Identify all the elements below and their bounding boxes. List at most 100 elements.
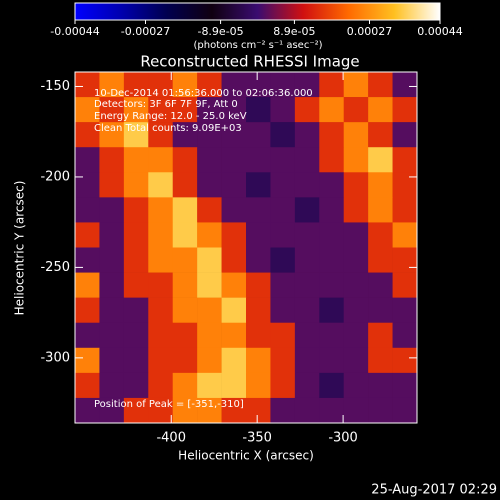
image-cell bbox=[392, 372, 418, 399]
image-cell bbox=[221, 197, 247, 223]
image-cell bbox=[99, 397, 125, 424]
image-cell bbox=[392, 322, 418, 349]
image-cell bbox=[99, 347, 125, 374]
image-cell bbox=[270, 222, 296, 248]
image-cell bbox=[172, 322, 198, 349]
plot-frame bbox=[74, 71, 418, 424]
chart-title: Reconstructed RHESSI Image bbox=[140, 53, 359, 71]
image-cell bbox=[246, 197, 271, 223]
image-cell bbox=[197, 122, 222, 148]
image-cell bbox=[123, 372, 149, 399]
image-cell bbox=[392, 147, 418, 173]
image-cell bbox=[343, 147, 369, 173]
image-cell bbox=[197, 247, 222, 273]
image-cell bbox=[148, 222, 174, 248]
image-cell bbox=[172, 347, 198, 374]
image-cell bbox=[294, 297, 320, 324]
image-cell bbox=[392, 172, 418, 198]
image-cell bbox=[246, 147, 271, 173]
image-cell bbox=[123, 347, 149, 374]
image-cell bbox=[294, 122, 320, 148]
image-cell bbox=[123, 197, 149, 223]
image-cell bbox=[221, 247, 247, 273]
image-cell bbox=[343, 272, 369, 298]
image-cell bbox=[197, 147, 222, 173]
image-cell bbox=[75, 97, 100, 123]
image-cell bbox=[368, 322, 393, 349]
y-tick-label: -250 bbox=[40, 260, 70, 275]
image-cell bbox=[319, 97, 345, 123]
image-cell bbox=[270, 372, 296, 399]
image-cell bbox=[221, 347, 247, 374]
image-cell bbox=[221, 372, 247, 399]
image-cell bbox=[221, 172, 247, 198]
image-cell bbox=[221, 397, 247, 424]
image-cell bbox=[270, 122, 296, 148]
colorbar-tick-label: 0.00044 bbox=[417, 25, 463, 38]
footer: 25-Aug-2017 02:29 bbox=[371, 483, 497, 498]
image-cell bbox=[319, 197, 345, 223]
image-cell bbox=[392, 297, 418, 324]
image-cell bbox=[343, 172, 369, 198]
image-cell bbox=[294, 347, 320, 374]
image-cell bbox=[294, 247, 320, 273]
image-cell bbox=[368, 72, 393, 98]
image-cell bbox=[172, 297, 198, 324]
image-cell bbox=[197, 397, 222, 424]
image-cell bbox=[123, 222, 149, 248]
image-cell bbox=[343, 397, 369, 424]
y-tick-label: -150 bbox=[40, 79, 70, 94]
image-cell bbox=[368, 197, 393, 223]
image-cell bbox=[392, 397, 418, 424]
image-cell bbox=[319, 147, 345, 173]
image-cell bbox=[172, 222, 198, 248]
image-cell bbox=[294, 222, 320, 248]
image-cell bbox=[221, 147, 247, 173]
image-cell bbox=[246, 222, 271, 248]
image-cell bbox=[148, 397, 174, 424]
image-cell bbox=[246, 172, 271, 198]
image-cell bbox=[123, 72, 149, 98]
colorbar-tick-label: 0.00027 bbox=[347, 25, 393, 38]
image-cell bbox=[221, 297, 247, 324]
image-cell bbox=[343, 197, 369, 223]
image-cell bbox=[319, 297, 345, 324]
image-cell bbox=[99, 322, 125, 349]
image-cell bbox=[75, 122, 100, 148]
image-cell bbox=[99, 372, 125, 399]
image-cell bbox=[270, 272, 296, 298]
image-cell bbox=[319, 122, 345, 148]
image-cell bbox=[294, 72, 320, 98]
image-cell bbox=[343, 122, 369, 148]
image-cell bbox=[148, 147, 174, 173]
image-cell bbox=[294, 397, 320, 424]
image-cell bbox=[123, 247, 149, 273]
image-cell bbox=[368, 397, 393, 424]
x-tick-label: -300 bbox=[328, 431, 358, 446]
annotation: Energy Range: 12.0 - 25.0 keV bbox=[94, 111, 247, 122]
image-cell bbox=[319, 322, 345, 349]
image-cell bbox=[246, 97, 271, 123]
image-cell bbox=[319, 272, 345, 298]
image-cell bbox=[270, 322, 296, 349]
image-cell bbox=[246, 72, 271, 98]
image-cell bbox=[368, 372, 393, 399]
image-cell bbox=[99, 197, 125, 223]
image-cell bbox=[270, 97, 296, 123]
image-cell bbox=[123, 397, 149, 424]
image-cell bbox=[197, 197, 222, 223]
image-cell bbox=[319, 72, 345, 98]
image-cell bbox=[75, 297, 100, 324]
image-cell bbox=[197, 172, 222, 198]
image-cell bbox=[75, 247, 100, 273]
image-cell bbox=[75, 372, 100, 399]
image-cell bbox=[343, 97, 369, 123]
image-cell bbox=[392, 72, 418, 98]
image-cell bbox=[75, 347, 100, 374]
image-cell bbox=[148, 72, 174, 98]
image-cell bbox=[294, 272, 320, 298]
image-cell bbox=[368, 122, 393, 148]
colorbar-label: (photons cm⁻² s⁻¹ asec⁻²) bbox=[193, 40, 322, 51]
image-cell bbox=[270, 397, 296, 424]
image-cell bbox=[148, 97, 174, 123]
